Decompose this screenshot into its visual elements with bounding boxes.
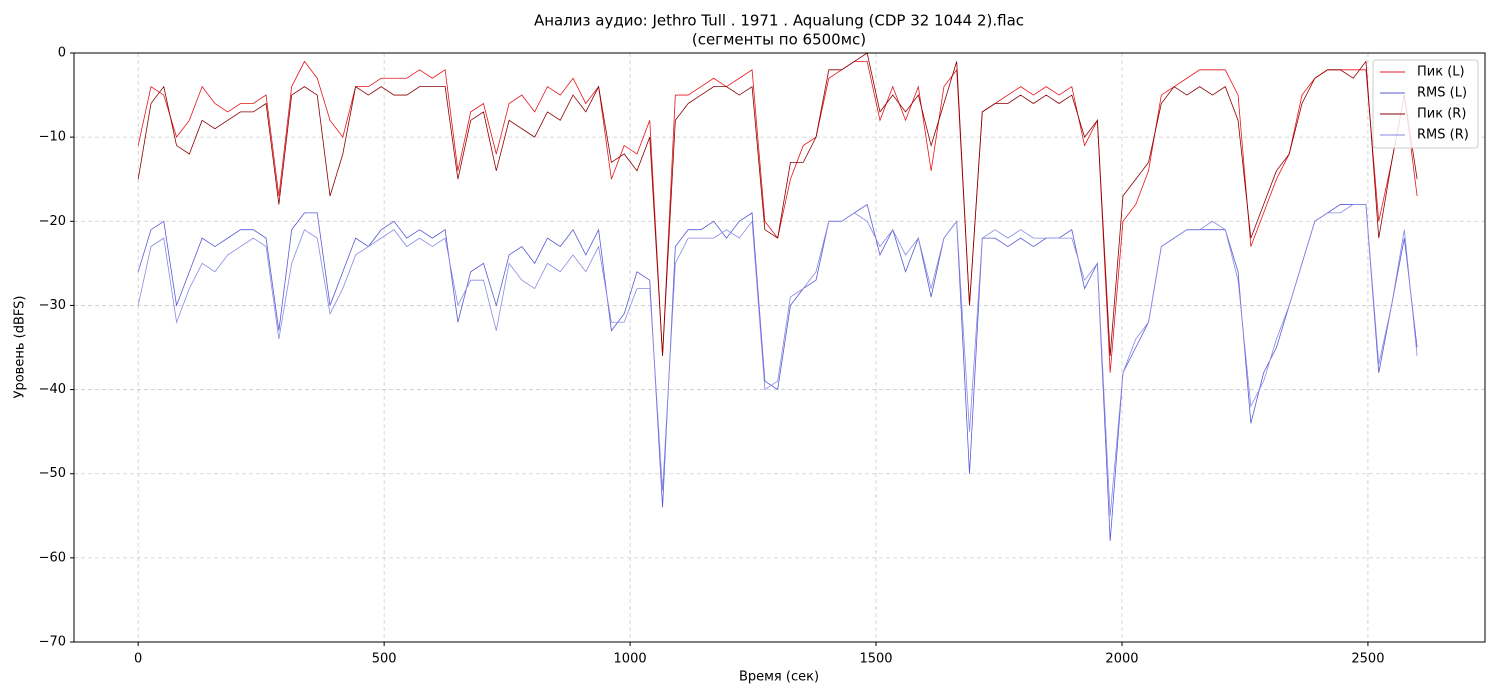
legend-label: Пик (L) (1417, 65, 1465, 80)
legend-box (1372, 59, 1479, 149)
data-line (137, 52, 1418, 356)
y-tick-label: −30 (39, 298, 66, 313)
y-tick-label: −10 (39, 130, 66, 145)
y-tick-label: −20 (39, 214, 66, 229)
legend-label: Пик (R) (1417, 107, 1466, 122)
y-tick-label: 0 (58, 46, 66, 61)
y-tick-label: −50 (39, 466, 66, 481)
y-axis-label: Уровень (dBFS) (13, 296, 28, 399)
x-tick-label: 0 (134, 652, 142, 667)
x-tick-label: 500 (372, 652, 397, 667)
x-axis-label: Время (сек) (739, 670, 819, 685)
plot-frame (73, 52, 1486, 643)
y-tick-label: −70 (39, 635, 66, 650)
legend-label: RMS (R) (1417, 128, 1469, 143)
chart-title: Анализ аудио: Jethro Tull . 1971 . Aqual… (534, 12, 1024, 30)
chart-subtitle: (сегменты по 6500мс) (692, 31, 866, 49)
data-line (137, 204, 1418, 516)
x-tick-label: 2500 (1351, 652, 1384, 667)
y-tick-label: −60 (39, 550, 66, 565)
data-line (137, 203, 1418, 542)
legend-label: RMS (L) (1417, 86, 1467, 101)
x-tick-label: 1500 (859, 652, 892, 667)
data-line (137, 60, 1418, 373)
x-tick-label: 2000 (1105, 652, 1138, 667)
legend: Пик (L) RMS (L) Пик (R) RMS (R) (1372, 59, 1479, 149)
x-tick-label: 1000 (614, 652, 647, 667)
y-tick-label: −40 (39, 382, 66, 397)
